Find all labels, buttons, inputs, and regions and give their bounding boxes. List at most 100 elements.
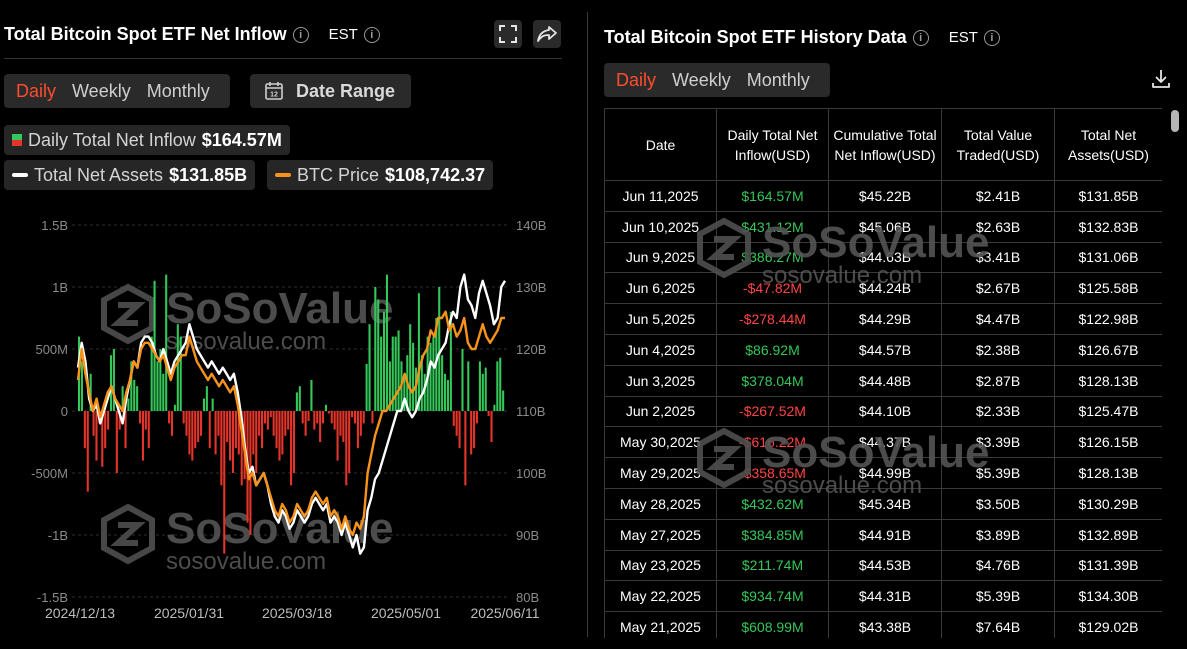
inflow-bar: [240, 411, 243, 486]
table-cell: $45.34B: [828, 487, 942, 520]
inflow-bar: [133, 380, 136, 411]
legend-assets-value: $131.85B: [169, 164, 248, 185]
chart-lines: [76, 273, 507, 555]
info-icon[interactable]: i: [292, 26, 309, 43]
tab-weekly[interactable]: Weekly: [72, 80, 131, 101]
table-row[interactable]: Jun 5,2025 -$278.44M $44.29B $4.47B $122.98B: [604, 303, 1162, 335]
inflow-bar: [449, 311, 452, 411]
timezone-info-icon[interactable]: i: [363, 26, 380, 43]
tab-monthly[interactable]: Monthly: [146, 80, 210, 101]
inflow-bar: [139, 411, 142, 424]
inflow-bar: [362, 411, 365, 424]
download-button[interactable]: [1150, 68, 1172, 95]
inflow-bar: [481, 373, 484, 411]
history-tab-daily[interactable]: Daily: [616, 69, 657, 90]
inflow-bar: [83, 411, 86, 449]
table-cell: $44.63B: [828, 241, 942, 274]
inflow-bar: [316, 411, 319, 424]
column-header[interactable]: Cumulative Total Net Inflow(USD): [828, 108, 942, 181]
table-row[interactable]: May 30,2025 -$616.22M $44.37B $3.39B $126.15…: [604, 426, 1162, 459]
table-row[interactable]: May 23,2025 $211.74M $44.53B $4.76B $131.39B: [604, 549, 1162, 582]
inflow-bar: [156, 361, 159, 411]
inflow-bar: [211, 398, 214, 411]
table-cell: $45.06B: [828, 210, 942, 243]
share-button[interactable]: [533, 20, 561, 48]
history-info-icon[interactable]: i: [912, 29, 929, 46]
table-cell: $44.99B: [828, 457, 942, 489]
table-row[interactable]: Jun 10,2025 $431.12M $45.06B $2.63B $132.83B: [604, 210, 1162, 243]
table-row[interactable]: Jun 11,2025 $164.57M $45.22B $2.41B $131.85B: [604, 180, 1162, 212]
table-body: Jun 11,2025 $164.57M $45.22B $2.41B $131.85B…: [604, 180, 1162, 638]
legend-daily-inflow[interactable]: Daily Total Net Inflow $164.57M: [4, 125, 290, 155]
left-axis-tick: 1B: [52, 280, 68, 295]
table-row[interactable]: Jun 3,2025 $378.04M $44.48B $2.87B $128.13B: [604, 364, 1162, 397]
inflow-bar: [252, 411, 255, 455]
inflow-bar: [409, 324, 412, 411]
left-axis: 1.5B 1B 500M 0 -500M -1B -1.5B: [31, 218, 68, 605]
inflow-bar: [229, 411, 232, 461]
table-row[interactable]: May 22,2025 $934.74M $44.31B $5.39B $134.30B: [604, 580, 1162, 613]
history-table: Date Daily Total Net Inflow(USD) Cumulativ…: [604, 108, 1162, 638]
table-cell: $384.85M: [716, 518, 829, 551]
table-cell: $164.57M: [716, 180, 829, 212]
table-cell: Jun 11,2025: [604, 180, 717, 212]
column-header[interactable]: Total Value Traded(USD): [941, 108, 1055, 181]
inflow-bar: [345, 411, 348, 486]
inflow-bar: [359, 411, 362, 436]
table-cell: $126.15B: [1054, 426, 1162, 459]
history-tab-weekly[interactable]: Weekly: [672, 69, 731, 90]
inflow-bar: [202, 398, 205, 411]
column-header[interactable]: Date: [604, 108, 717, 181]
inflow-bar: [458, 411, 461, 449]
inflow-bar: [377, 299, 380, 411]
table-row[interactable]: Jun 2,2025 -$267.52M $44.10B $2.33B $125.47B: [604, 395, 1162, 428]
legend-total-assets[interactable]: Total Net Assets $131.85B: [4, 160, 256, 190]
inflow-bar: [324, 404, 327, 411]
table-row[interactable]: May 21,2025 $608.99M $43.38B $7.64B $129.02B: [604, 611, 1162, 638]
table-scrollbar[interactable]: [1170, 108, 1180, 638]
inflow-bar: [397, 330, 400, 411]
table-cell: $7.64B: [941, 611, 1055, 638]
net-inflow-title: Total Bitcoin Spot ETF Net Inflow: [4, 24, 287, 44]
column-header[interactable]: Total Net Assets(USD): [1054, 108, 1162, 181]
scrollbar-thumb[interactable]: [1171, 110, 1179, 132]
history-timezone-info-icon[interactable]: i: [983, 29, 1000, 46]
tab-daily[interactable]: Daily: [16, 80, 57, 101]
table-row[interactable]: Jun 4,2025 $86.92M $44.57B $2.38B $126.67B: [604, 333, 1162, 366]
svg-text:12: 12: [270, 92, 278, 99]
table-row[interactable]: Jun 9,2025 $386.27M $44.63B $3.41B $131.06B: [604, 241, 1162, 274]
x-axis-tick: 2025/06/11: [470, 605, 539, 621]
table-row[interactable]: May 29,2025 -$358.65M $44.99B $5.39B $128.13…: [604, 457, 1162, 489]
legend-btc-price[interactable]: BTC Price $108,742.37: [267, 160, 494, 190]
table-cell: $128.13B: [1054, 364, 1162, 397]
column-header[interactable]: Daily Total Net Inflow(USD): [716, 108, 829, 181]
inflow-bar: [319, 411, 322, 442]
inflow-bar: [292, 411, 296, 473]
inflow-bar: [478, 361, 481, 411]
table-row[interactable]: May 28,2025 $432.62M $45.34B $3.50B $130.29B: [604, 487, 1162, 520]
right-axis-tick: 100B: [516, 466, 546, 481]
inflow-bar: [95, 411, 98, 461]
table-cell: -$358.65M: [716, 457, 829, 489]
table-row[interactable]: May 27,2025 $384.85M $44.91B $3.89B $132.89B: [604, 518, 1162, 551]
history-table-container[interactable]: Date Daily Total Net Inflow(USD) Cumulativ…: [604, 108, 1162, 638]
history-header: Total Bitcoin Spot ETF History Data i ES…: [604, 27, 1000, 48]
btc-line-swatch: [275, 173, 291, 177]
table-cell: Jun 4,2025: [604, 333, 717, 366]
table-row[interactable]: Jun 6,2025 -$47.82M $44.24B $2.67B $125.58B: [604, 272, 1162, 305]
inflow-bar: [162, 373, 165, 411]
table-cell: $934.74M: [716, 580, 829, 613]
date-range-button[interactable]: 12 Date Range: [250, 74, 412, 108]
inflow-bar: [130, 361, 133, 411]
table-cell: $44.48B: [828, 364, 942, 397]
inflow-bar: [249, 411, 252, 535]
table-cell: $2.63B: [941, 210, 1055, 243]
inflow-bar: [383, 311, 386, 411]
fullscreen-button[interactable]: [494, 20, 522, 48]
net-inflow-chart[interactable]: SoSoValuesosovalue.comSoSoValuesosovalue…: [0, 205, 575, 635]
table-cell: May 27,2025: [604, 518, 717, 551]
history-tab-monthly[interactable]: Monthly: [746, 69, 810, 90]
x-axis: 2024/12/13 2025/01/31 2025/03/18 2025/05/01…: [45, 605, 540, 621]
inflow-bar: [92, 411, 95, 436]
